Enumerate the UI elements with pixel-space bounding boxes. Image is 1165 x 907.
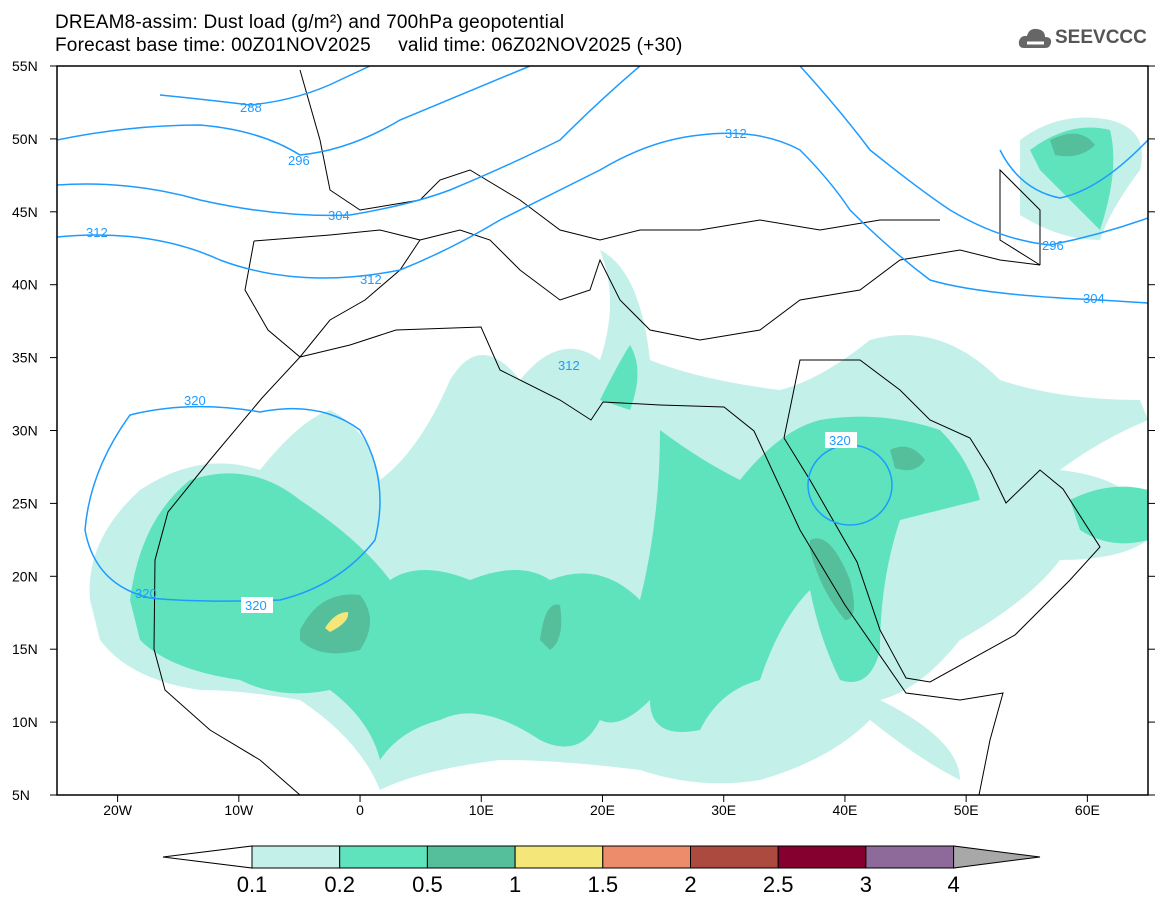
colorbar-tick-label: 0.1: [237, 872, 268, 897]
colorbar-tick-label: 2.5: [763, 872, 794, 897]
contour-label: 312: [86, 225, 108, 240]
dust-medium-region: [130, 416, 980, 760]
map-subtitle: Forecast base time: 00Z01NOV2025 valid t…: [55, 35, 683, 56]
colorbar-under-arrow: [162, 845, 253, 869]
colorbar-tick-label: 3: [860, 872, 872, 897]
dust-dark-region: [890, 446, 925, 471]
colorbar-tick-label: 2: [684, 872, 696, 897]
longitude-axis: 20W 10W 0 10E 20E 30E 40E 50E 60E: [103, 795, 1100, 818]
contour-label: 296: [1042, 238, 1064, 253]
lon-label: 10W: [224, 802, 254, 818]
map-title: DREAM8-assim: Dust load (g/m²) and 700hP…: [55, 12, 565, 33]
colorbar-tick-label: 1.5: [588, 872, 619, 897]
lat-label: 35N: [12, 350, 38, 366]
colorbar-swatch: [602, 845, 691, 869]
coastlines: [153, 69, 1101, 795]
colorbar-tick-label: 4: [947, 872, 959, 897]
contour-label: 320: [829, 433, 851, 448]
dust-field: [89, 117, 1148, 790]
geopotential-contours: [57, 66, 1148, 602]
lat-label: 5N: [12, 787, 30, 803]
lat-label: 15N: [12, 641, 38, 657]
colorbar-swatch: [865, 845, 955, 869]
lon-label: 10E: [469, 802, 494, 818]
contour-label: 312: [558, 358, 580, 373]
contour-label: 312: [725, 126, 747, 141]
contour-label: 320: [135, 586, 157, 601]
lon-label: 30E: [711, 802, 736, 818]
contour-label: 320: [245, 598, 267, 613]
colorbar-swatch: [777, 845, 867, 869]
lat-label: 20N: [12, 568, 38, 584]
dust-medium-region: [1030, 127, 1114, 230]
dust-dark-region: [810, 538, 854, 620]
dust-medium-region: [1070, 486, 1148, 544]
latitude-axis: 55N 50N 45N 40N 35N 30N 25N 20N 15N 10N 5N: [12, 58, 1155, 803]
colorbar-tick-label: 0.2: [324, 872, 355, 897]
contour-label: 320: [184, 393, 206, 408]
colorbar-swatch: [690, 845, 779, 869]
contour-label: 312: [360, 272, 382, 287]
dust-dark-region: [540, 604, 562, 650]
lon-label: 40E: [832, 802, 857, 818]
seevccc-logo: SEEVCCC: [1018, 26, 1147, 50]
colorbar-over-arrow: [953, 845, 1041, 869]
lon-label: 60E: [1075, 802, 1100, 818]
lon-label: 20E: [590, 802, 615, 818]
dust-dark-region: [1050, 133, 1095, 157]
contour-labels: 288 296 304 312 312 312 320 320 320 320 …: [86, 100, 1105, 613]
lat-label: 10N: [12, 714, 38, 730]
lat-label: 45N: [12, 204, 38, 220]
lat-label: 50N: [12, 131, 38, 147]
colorbar: 0.1 0.2 0.5 1 1.5 2 2.5 3 4: [162, 845, 1041, 897]
contour-label: 288: [240, 100, 262, 115]
colorbar-tick-label: 1: [509, 872, 521, 897]
lat-label: 40N: [12, 277, 38, 293]
logo-text: SEEVCCC: [1055, 27, 1147, 48]
colorbar-tick-label: 0.5: [412, 872, 443, 897]
contour-label: 304: [328, 208, 350, 223]
contour-label: 304: [1083, 291, 1105, 306]
colorbar-swatch: [251, 845, 341, 869]
colorbar-swatch: [339, 845, 428, 869]
lon-label: 50E: [954, 802, 979, 818]
cloud-icon: [1018, 28, 1052, 48]
dust-high-region: [325, 612, 349, 632]
lat-label: 25N: [12, 495, 38, 511]
colorbar-swatch: [426, 845, 516, 869]
lat-label: 55N: [12, 58, 38, 74]
lon-label: 0: [356, 802, 364, 818]
lat-label: 30N: [12, 423, 38, 439]
lon-label: 20W: [103, 802, 133, 818]
colorbar-swatch: [514, 845, 604, 869]
contour-label: 296: [288, 153, 310, 168]
dust-medium-region: [600, 345, 638, 410]
